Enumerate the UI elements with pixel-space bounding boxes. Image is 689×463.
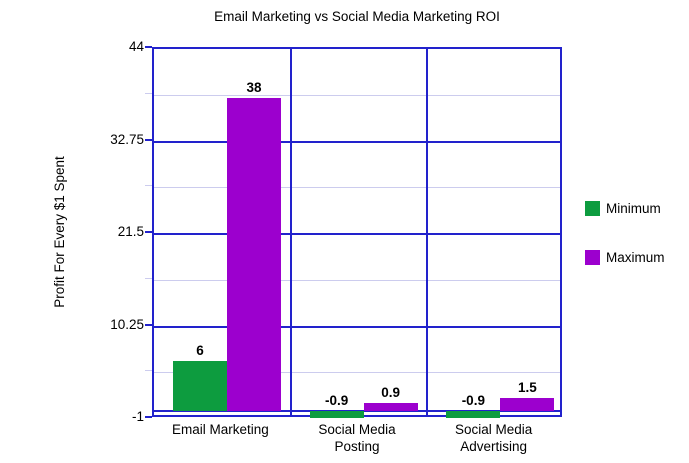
major-gridline bbox=[154, 325, 560, 328]
bar-maximum-0 bbox=[227, 98, 281, 411]
y-minor-tick-mark bbox=[145, 92, 152, 94]
legend-swatch-minimum bbox=[585, 201, 600, 217]
category-label: Social Media Posting bbox=[289, 421, 426, 455]
plot-area: 6 -0.9 -0.9 38 0.9 1.5 bbox=[152, 47, 562, 419]
category-divider bbox=[289, 49, 292, 415]
category-label-text: Social Media Advertising bbox=[455, 422, 533, 454]
major-gridline bbox=[154, 140, 560, 143]
minor-gridline bbox=[154, 187, 560, 189]
y-tick-mark bbox=[145, 231, 152, 233]
y-minor-tick-mark bbox=[145, 185, 152, 187]
chart-title: Email Marketing vs Social Media Marketin… bbox=[214, 9, 500, 24]
bar-maximum-1 bbox=[363, 403, 418, 411]
legend-label: Minimum bbox=[606, 201, 661, 217]
legend-item-minimum: Minimum bbox=[585, 200, 661, 217]
bar-maximum-2 bbox=[500, 398, 555, 411]
legend-item-maximum: Maximum bbox=[585, 249, 665, 266]
legend-swatch-maximum bbox=[585, 250, 600, 266]
y-tick-label: 21.5 bbox=[117, 224, 144, 239]
bar-minimum-2 bbox=[446, 410, 501, 419]
y-tick-label: 32.75 bbox=[110, 131, 144, 147]
legend-label: Maximum bbox=[606, 250, 665, 266]
y-minor-tick-mark bbox=[145, 277, 152, 279]
major-gridline bbox=[154, 233, 560, 235]
category-label: Social Media Advertising bbox=[425, 421, 562, 455]
minor-gridline bbox=[154, 94, 560, 96]
y-tick-label: 44 bbox=[128, 39, 144, 54]
bar-value-label: 1.5 bbox=[517, 380, 537, 396]
minor-gridline bbox=[154, 372, 560, 374]
bar-minimum-1 bbox=[309, 410, 364, 419]
minor-gridline bbox=[154, 279, 560, 281]
bar-value-label: 6 bbox=[196, 343, 204, 359]
category-label: Email Marketing bbox=[152, 421, 289, 438]
y-tick-mark bbox=[145, 46, 152, 48]
y-tick-label: -1 bbox=[131, 409, 144, 424]
bar-value-label: -0.9 bbox=[461, 392, 485, 408]
bar-value-label: 38 bbox=[246, 80, 262, 96]
y-minor-tick-mark bbox=[145, 370, 152, 372]
y-tick-mark bbox=[145, 416, 152, 418]
category-label-text: Social Media Posting bbox=[318, 422, 396, 454]
bar-value-label: -0.9 bbox=[325, 392, 349, 408]
y-tick-mark bbox=[145, 138, 152, 141]
category-divider bbox=[426, 49, 429, 415]
y-tick-label: 10.25 bbox=[110, 316, 144, 332]
bar-minimum-0 bbox=[173, 361, 227, 411]
bar-value-label: 0.9 bbox=[381, 385, 401, 401]
y-tick-mark bbox=[145, 323, 152, 326]
category-label-text: Email Marketing bbox=[171, 422, 269, 437]
